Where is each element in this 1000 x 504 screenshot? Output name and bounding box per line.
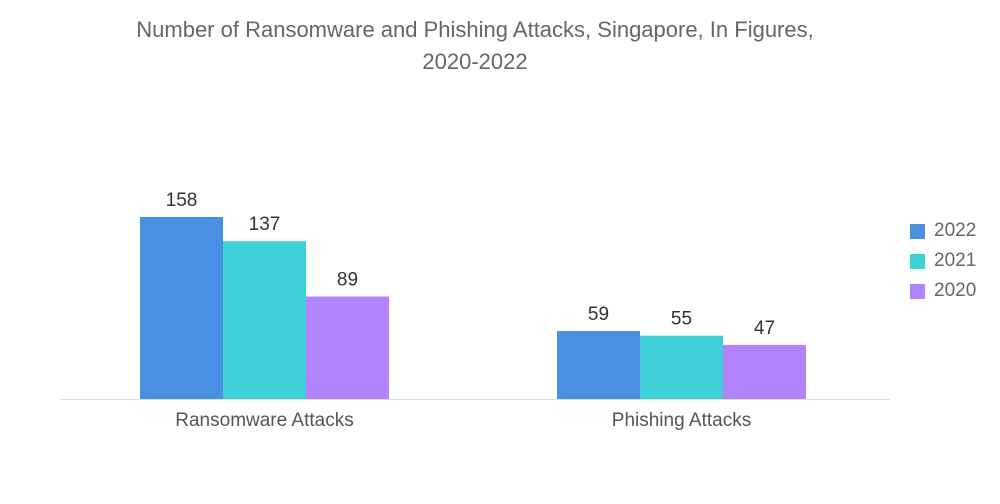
chart-title-line-2: 2020-2022: [422, 49, 528, 74]
chart-title: Number of Ransomware and Phishing Attack…: [60, 14, 890, 78]
legend-swatch-2021: [910, 253, 925, 269]
bar-2020-ransomware-attacks: [306, 296, 389, 399]
data-label-2022-phishing-attacks: 59: [588, 304, 609, 325]
legend-item-2021: 2021: [910, 246, 976, 276]
legend: 2022 2021 2020: [910, 216, 976, 306]
legend-label-2022: 2022: [934, 220, 977, 241]
legend-label-2021: 2021: [934, 250, 977, 271]
data-label-2021-phishing-attacks: 55: [671, 309, 692, 330]
data-label-2020-phishing-attacks: 47: [754, 318, 775, 339]
chart-title-line-1: Number of Ransomware and Phishing Attack…: [136, 17, 814, 42]
x-tick-label-phishing-attacks: Phishing Attacks: [612, 410, 751, 431]
data-label-2020-ransomware-attacks: 89: [337, 269, 358, 290]
data-label-2021-ransomware-attacks: 137: [249, 214, 281, 235]
bar-2022-ransomware-attacks: [140, 217, 223, 399]
bar-2021-ransomware-attacks: [223, 241, 306, 399]
bar-2022-phishing-attacks: [557, 331, 640, 399]
x-tick-label-ransomware-attacks: Ransomware Attacks: [175, 410, 353, 431]
legend-item-2020: 2020: [910, 276, 976, 306]
bar-2020-phishing-attacks: [723, 344, 806, 399]
legend-swatch-2022: [910, 223, 925, 239]
bar-2021-phishing-attacks: [640, 335, 723, 399]
legend-item-2022: 2022: [910, 216, 976, 246]
legend-swatch-2020: [910, 283, 925, 299]
data-label-2022-ransomware-attacks: 158: [166, 190, 198, 211]
legend-label-2020: 2020: [934, 280, 977, 301]
